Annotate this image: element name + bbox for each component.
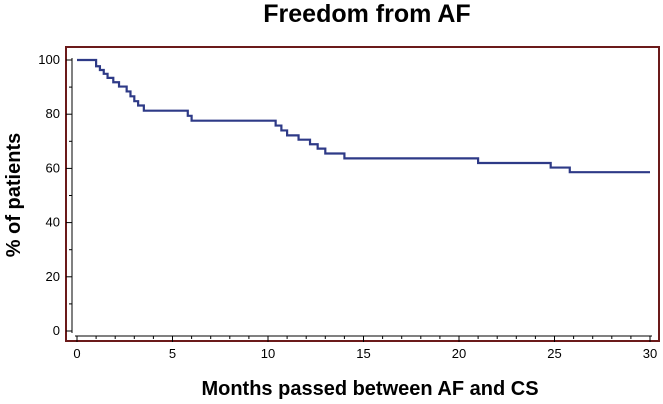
- y-tick-label: 60: [46, 160, 60, 175]
- x-axis-label: Months passed between AF and CS: [201, 378, 538, 400]
- series-layer: [77, 58, 650, 174]
- plot-frame: [65, 46, 660, 342]
- y-tick-label: 40: [46, 215, 60, 230]
- series-line: [77, 58, 650, 174]
- y-tick-label: 80: [46, 106, 60, 121]
- x-tick-label: 0: [73, 346, 80, 361]
- x-tick-label: 30: [643, 346, 657, 361]
- x-tick-label: 5: [169, 346, 176, 361]
- x-tick-label: 15: [356, 346, 370, 361]
- y-tick-label: 20: [46, 269, 60, 284]
- y-axis: 0 20 40 60 80 100: [38, 52, 73, 338]
- chart-title: Freedom from AF: [263, 0, 470, 28]
- x-tick-label: 10: [261, 346, 275, 361]
- x-tick-label: 20: [452, 346, 466, 361]
- y-tick-label: 100: [38, 52, 60, 67]
- x-axis: 0 5 10 15 20 25 30: [73, 335, 657, 361]
- x-tick-label: 25: [547, 346, 561, 361]
- y-axis-label: % of patients: [3, 133, 25, 257]
- y-tick-label: 0: [53, 323, 60, 338]
